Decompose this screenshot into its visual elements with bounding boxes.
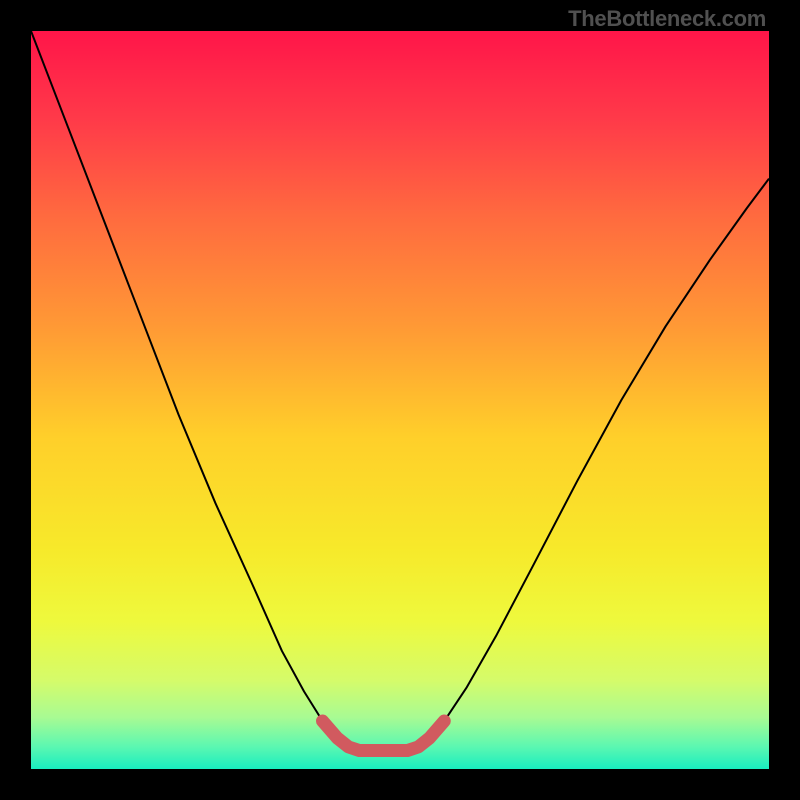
optimal-range-highlight — [323, 721, 445, 751]
plot-area — [31, 31, 769, 769]
bottleneck-curve — [31, 31, 769, 751]
watermark-text: TheBottleneck.com — [568, 6, 766, 32]
curve-layer — [31, 31, 769, 769]
